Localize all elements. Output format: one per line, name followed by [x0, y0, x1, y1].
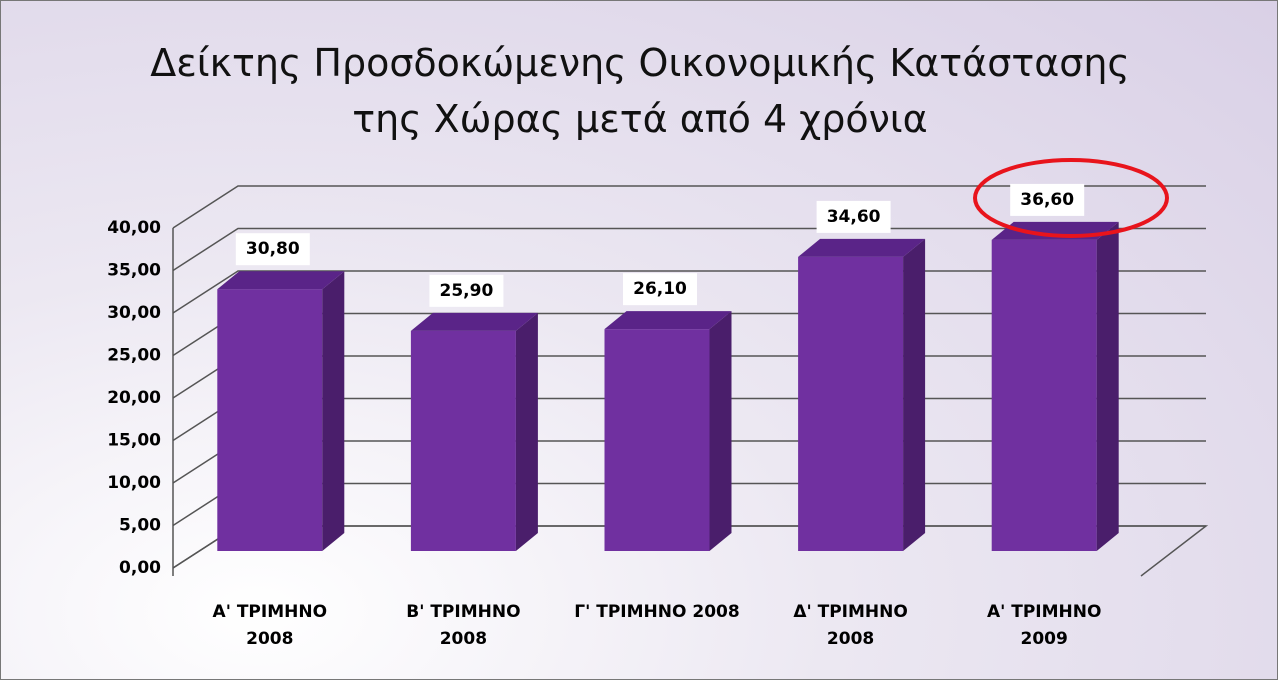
y-tick-label: 15,00	[107, 431, 161, 451]
x-tick-label: Β' ΤΡΙΜΗΝΟ 2008	[406, 602, 521, 649]
y-tick-label: 20,00	[107, 388, 161, 408]
y-tick-label: 0,00	[119, 558, 161, 578]
bar-side	[903, 238, 926, 551]
data-label-box	[816, 200, 891, 233]
data-label-box	[429, 274, 504, 307]
bar	[798, 256, 904, 551]
y-tick-label: 25,00	[107, 346, 161, 366]
y-tick-label: 30,00	[107, 303, 161, 323]
y-tick-label: 35,00	[107, 261, 161, 281]
y-tick-label: 10,00	[107, 473, 161, 493]
y-tick-label: 5,00	[119, 516, 161, 536]
bar	[604, 329, 710, 551]
bar-top	[410, 312, 538, 331]
highlight-ellipse	[973, 158, 1169, 238]
bar	[410, 330, 516, 551]
y-tick-label: 40,00	[107, 218, 161, 238]
x-tick-label: Δ' ΤΡΙΜΗΝΟ 2008	[793, 602, 908, 649]
bar	[991, 239, 1097, 551]
x-tick-label: Γ' ΤΡΙΜΗΝΟ 2008	[574, 602, 740, 622]
bar	[217, 289, 323, 551]
data-label: 36,60	[1020, 190, 1074, 210]
bar-side	[322, 271, 345, 551]
x-tick-label: Α' ΤΡΙΜΗΝΟ 2009	[986, 602, 1102, 649]
bar-top	[604, 311, 732, 330]
bar-side	[515, 312, 538, 551]
data-label: 25,90	[440, 281, 494, 301]
data-label-box	[235, 233, 310, 266]
data-label: 26,10	[633, 279, 687, 299]
grid-line	[172, 185, 1206, 229]
data-label-box	[1010, 183, 1085, 216]
chart-title: Δείκτης Προσδοκώμενης Οικονομικής Κατάστ…	[150, 41, 1130, 141]
bar-side	[1096, 221, 1119, 551]
data-label: 30,80	[246, 239, 300, 259]
data-label: 34,60	[827, 207, 881, 227]
bar-top	[798, 238, 926, 257]
bar-side	[709, 311, 732, 551]
x-tick-label: Α' ΤΡΙΜΗΝΟ 2008	[212, 602, 328, 649]
data-label-box	[623, 273, 697, 306]
bar-top	[217, 271, 345, 290]
